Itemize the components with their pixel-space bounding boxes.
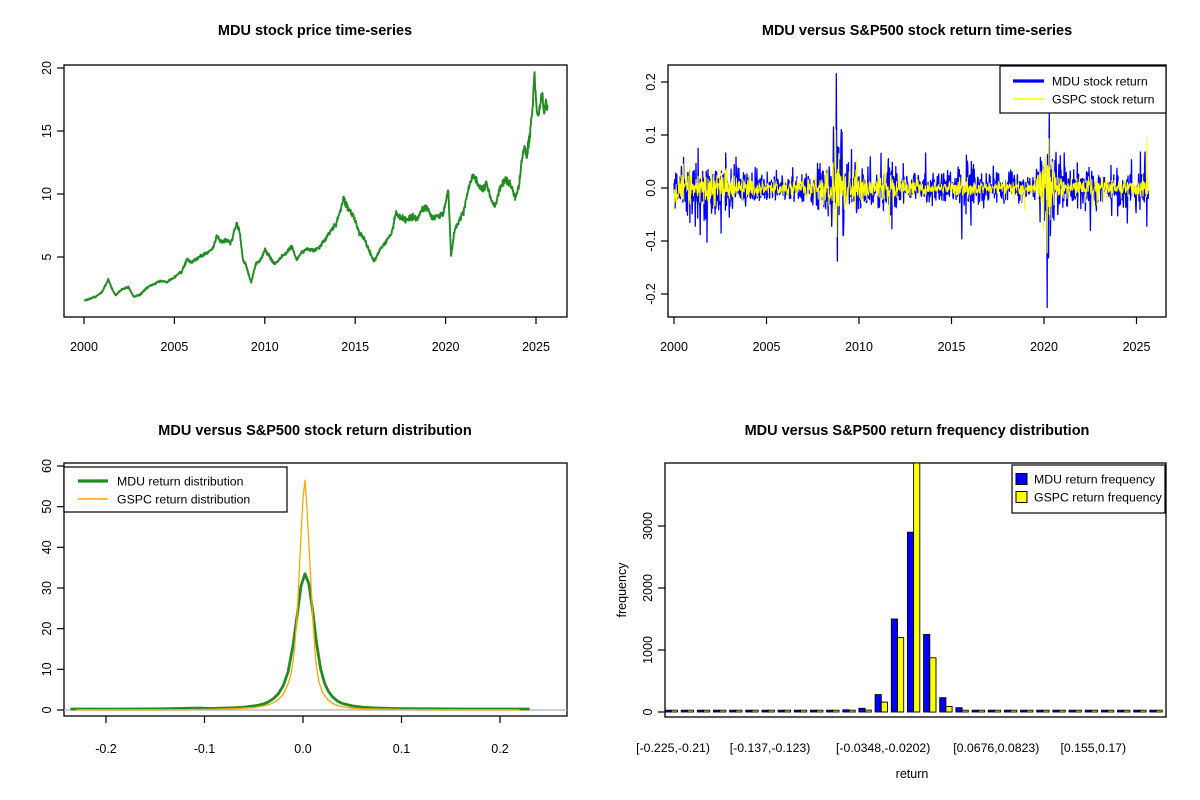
svg-text:2005: 2005	[753, 340, 781, 354]
svg-text:2025: 2025	[1123, 340, 1151, 354]
svg-text:0: 0	[40, 706, 54, 713]
chart-title: MDU stock price time-series	[218, 23, 412, 39]
chart-title: MDU versus S&P500 stock return time-seri…	[762, 23, 1072, 39]
panel-price-timeseries: MDU stock price time-series 2000 2005 2010…	[0, 0, 600, 400]
svg-text:2010: 2010	[251, 340, 279, 354]
svg-text:0.1: 0.1	[644, 126, 658, 143]
svg-text:MDU return frequency: MDU return frequency	[1034, 473, 1156, 487]
svg-text:2000: 2000	[70, 340, 98, 354]
return-frequency-chart: MDU versus S&P500 return frequency distr…	[615, 423, 1167, 781]
return-timeseries-plot-area: 2000 2005 2010 2015 2020 2025 0.2 0.1 0.0 -0.1 -0.…	[644, 64, 1167, 354]
svg-text:GSPC stock return: GSPC stock return	[1052, 93, 1155, 107]
svg-text:-0.2: -0.2	[644, 283, 658, 305]
svg-text:MDU stock return: MDU stock return	[1052, 75, 1148, 89]
price-timeseries-chart: MDU stock price time-series 2000 2005 2010…	[40, 23, 568, 354]
svg-text:30: 30	[40, 581, 54, 595]
price-timeseries-plot-area: 2000 2005 2010 2015 2020 2025 5 10 15 20	[40, 61, 568, 354]
panel-return-frequency: MDU versus S&P500 return frequency distr…	[600, 400, 1200, 800]
svg-text:0.1: 0.1	[393, 742, 410, 756]
chart-title: MDU versus S&P500 stock return distribut…	[158, 423, 471, 439]
svg-text:[0.0676,0.0823): [0.0676,0.0823)	[953, 741, 1039, 755]
svg-text:0.0: 0.0	[644, 179, 658, 196]
return-distribution-chart: MDU versus S&P500 stock return distribut…	[40, 423, 568, 756]
svg-text:5: 5	[40, 253, 54, 260]
svg-text:2005: 2005	[160, 340, 188, 354]
svg-text:0.2: 0.2	[644, 73, 658, 90]
return-distribution-plot-area: -0.2 -0.1 0.0 0.1 0.2 0 10 20 30 40 50 60 MDU return…	[40, 459, 568, 756]
svg-text:[-0.0348,-0.0202): [-0.0348,-0.0202)	[836, 741, 930, 755]
svg-text:GSPC return frequency: GSPC return frequency	[1034, 491, 1163, 505]
svg-text:15: 15	[40, 124, 54, 138]
svg-text:2025: 2025	[522, 340, 550, 354]
svg-text:0.2: 0.2	[491, 742, 508, 756]
svg-text:[-0.137,-0.123): [-0.137,-0.123)	[730, 741, 811, 755]
svg-text:2020: 2020	[1030, 340, 1058, 354]
svg-text:2000: 2000	[641, 574, 655, 602]
panel-return-distribution: MDU versus S&P500 stock return distribut…	[0, 400, 600, 800]
svg-text:10: 10	[40, 662, 54, 676]
svg-text:-0.1: -0.1	[194, 742, 216, 756]
svg-text:20: 20	[40, 622, 54, 636]
svg-text:2020: 2020	[432, 340, 460, 354]
svg-text:50: 50	[40, 500, 54, 514]
return-frequency-plot-area: 0 1000 2000 3000 [-0.225,-0.21) [-0.137,-0.12…	[636, 462, 1167, 755]
panel-return-timeseries: MDU versus S&P500 stock return time-seri…	[600, 0, 1200, 400]
svg-text:2000: 2000	[660, 340, 688, 354]
svg-text:[-0.225,-0.21): [-0.225,-0.21)	[636, 741, 710, 755]
x-axis-label: return	[896, 767, 929, 781]
svg-text:-0.1: -0.1	[644, 230, 658, 252]
y-axis-label: frequency	[615, 562, 629, 618]
chart-title: MDU versus S&P500 return frequency distr…	[745, 423, 1090, 439]
svg-text:0.0: 0.0	[294, 742, 311, 756]
svg-text:2010: 2010	[845, 340, 873, 354]
svg-text:MDU return distribution: MDU return distribution	[117, 475, 244, 489]
svg-text:GSPC return distribution: GSPC return distribution	[117, 493, 250, 507]
return-timeseries-chart: MDU versus S&P500 stock return time-seri…	[644, 23, 1167, 354]
svg-text:0: 0	[641, 708, 655, 715]
svg-text:40: 40	[40, 540, 54, 554]
svg-text:10: 10	[40, 187, 54, 201]
svg-text:-0.2: -0.2	[95, 742, 117, 756]
svg-text:60: 60	[40, 459, 54, 473]
svg-text:2015: 2015	[938, 340, 966, 354]
svg-text:2015: 2015	[341, 340, 369, 354]
svg-text:20: 20	[40, 61, 54, 75]
svg-text:3000: 3000	[641, 512, 655, 540]
svg-text:1000: 1000	[641, 636, 655, 664]
svg-text:[0.155,0.17): [0.155,0.17)	[1060, 741, 1126, 755]
